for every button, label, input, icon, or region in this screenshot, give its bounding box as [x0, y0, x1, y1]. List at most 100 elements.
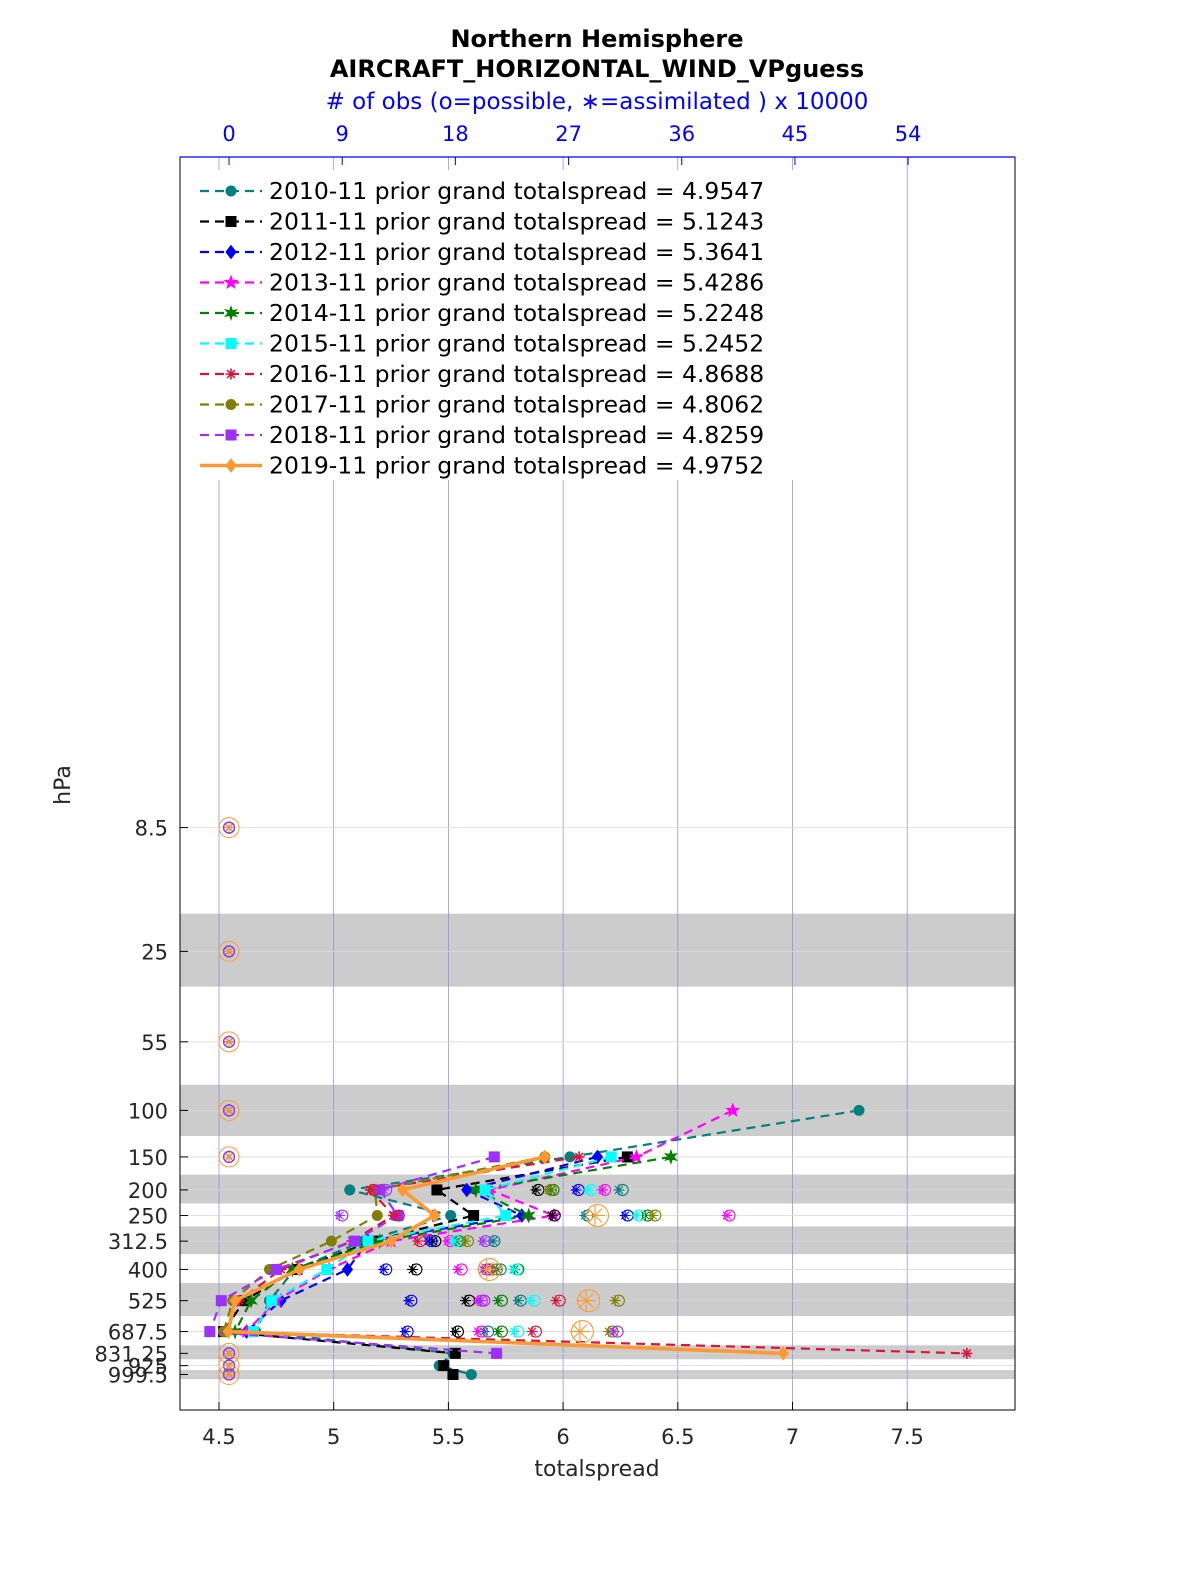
- obs-assimilated-marker: [576, 1290, 597, 1311]
- data-point: [605, 1151, 617, 1163]
- top-tick-label: 0: [222, 122, 235, 146]
- obs-zero-marker: [223, 1150, 236, 1163]
- data-point: [229, 1293, 241, 1308]
- obs-assimilated-marker: [460, 1235, 471, 1247]
- y-tick-label: 400: [128, 1258, 168, 1282]
- obs-assimilated-marker: [619, 1210, 631, 1221]
- data-point: [573, 1151, 585, 1163]
- data-point: [215, 1295, 227, 1307]
- legend-entry: 2018-11 prior grand totalspread = 4.8259: [200, 421, 764, 449]
- obs-zero-marker: [218, 940, 240, 962]
- obs-assimilated-marker: [639, 1210, 651, 1221]
- data-point: [500, 1210, 512, 1222]
- legend-label: 2014-11 prior grand totalspread = 5.2248: [269, 299, 764, 327]
- series-line: [245, 1109, 734, 1333]
- data-point: [468, 1210, 480, 1222]
- obs-assimilated-marker: [631, 1210, 642, 1221]
- obs-count-layer: [218, 817, 736, 1386]
- legend-entry: 2015-11 prior grand totalspread = 5.2452: [200, 330, 764, 358]
- obs-zero-marker: [218, 1146, 240, 1168]
- obs-zero-assim-marker: [224, 1370, 234, 1379]
- legend-label: 2010-11 prior grand totalspread = 4.9547: [269, 177, 764, 205]
- legend: 2010-11 prior grand totalspread = 4.9547…: [192, 170, 804, 480]
- data-point: [371, 1210, 383, 1222]
- data-point: [204, 1326, 216, 1338]
- obs-assimilated-marker: [570, 1184, 582, 1196]
- legend-marker: [224, 304, 238, 322]
- y-tick-label: 25: [141, 940, 168, 964]
- y-axis-label: hPa: [51, 765, 76, 805]
- legend-entry: 2013-11 prior grand totalspread = 5.4286: [200, 269, 764, 297]
- data-point: [461, 1182, 473, 1198]
- obs-assimilated-marker: [365, 1184, 377, 1196]
- obs-assimilated-marker: [609, 1295, 621, 1307]
- obs-assimilated-marker: [476, 1259, 497, 1280]
- data-point: [396, 1182, 409, 1198]
- data-point: [344, 1184, 356, 1196]
- y-tick-label: 100: [128, 1099, 168, 1123]
- data-point: [521, 1207, 536, 1224]
- obs-zero-assim-marker: [224, 946, 234, 956]
- shaded-bands: [180, 913, 1015, 1380]
- legend-label: 2017-11 prior grand totalspread = 4.8062: [269, 391, 764, 419]
- y-tick-label: 831.25: [95, 1342, 168, 1366]
- shaded-band: [180, 1174, 1015, 1204]
- data-point: [325, 1235, 337, 1247]
- x-tick-label: 5.5: [432, 1425, 465, 1449]
- obs-assimilated-marker: [509, 1326, 520, 1338]
- obs-zero-marker: [218, 1031, 240, 1053]
- obs-assimilated-marker: [475, 1295, 486, 1307]
- obs-zero-marker: [223, 1347, 236, 1360]
- legend-label: 2016-11 prior grand totalspread = 4.8688: [269, 360, 764, 388]
- obs-assimilated-marker: [647, 1210, 659, 1221]
- y-tick-label: 925: [128, 1355, 168, 1379]
- legend-entry: 2016-11 prior grand totalspread = 4.8688: [200, 360, 764, 388]
- obs-zero-marker: [223, 945, 236, 958]
- obs-assimilated-marker: [512, 1295, 524, 1307]
- legend-label: 2019-11 prior grand totalspread = 4.9752: [269, 452, 764, 480]
- x-tick-label: 7: [786, 1425, 799, 1449]
- obs-assimilated-marker: [585, 1205, 605, 1226]
- obs-assimilated-marker: [492, 1326, 504, 1338]
- obs-zero-marker: [223, 1368, 236, 1381]
- data-point: [488, 1151, 500, 1163]
- obs-assimilated-marker: [399, 1326, 411, 1338]
- obs-assimilated-marker: [525, 1295, 537, 1307]
- obs-zero-marker: [223, 1104, 236, 1117]
- data-point: [539, 1149, 551, 1165]
- data-point: [321, 1263, 333, 1275]
- axis-ticks: 4.5 5 5.5 6 6.5 7 7.5 0 9 18 27 36 45 54 8.5 25 55 100 150…: [95, 122, 924, 1449]
- obs-assimilated-marker: [423, 1235, 435, 1247]
- legend-label: 2015-11 prior grand totalspread = 5.2452: [269, 330, 764, 358]
- top-tick-label: 27: [555, 122, 582, 146]
- obs-zero-assim-marker: [224, 823, 234, 833]
- data-point: [348, 1235, 360, 1247]
- top-tick-label: 36: [668, 122, 695, 146]
- data-point: [341, 1262, 354, 1277]
- x-axis-label: totalspread: [534, 1457, 659, 1482]
- data-point: [431, 1184, 443, 1196]
- obs-assimilated-marker: [597, 1184, 608, 1196]
- obs-assimilated-marker: [390, 1210, 402, 1221]
- legend-marker: [225, 399, 237, 410]
- legend-label: 2018-11 prior grand totalspread = 4.8259: [269, 421, 764, 449]
- data-point: [628, 1148, 645, 1164]
- data-point: [961, 1347, 973, 1359]
- obs-assimilated-marker: [530, 1184, 542, 1196]
- obs-assimilated-marker: [449, 1326, 461, 1338]
- y-tick-label: 200: [128, 1179, 168, 1203]
- y-tick-label: 999.5: [108, 1364, 168, 1388]
- top-tick-label: 9: [336, 122, 349, 146]
- obs-assimilated-marker: [478, 1326, 490, 1338]
- obs-assimilated-marker: [546, 1210, 558, 1221]
- y-tick-label: 55: [141, 1031, 168, 1055]
- data-point: [270, 1263, 282, 1275]
- y-tick-label: 250: [128, 1205, 168, 1229]
- obs-zero-marker: [223, 821, 236, 834]
- obs-zero-marker: [218, 1099, 240, 1121]
- obs-assimilated-marker: [721, 1210, 733, 1221]
- series-10: [222, 1149, 789, 1361]
- legend-marker: [225, 216, 237, 227]
- obs-zero-assim-marker: [224, 1152, 234, 1162]
